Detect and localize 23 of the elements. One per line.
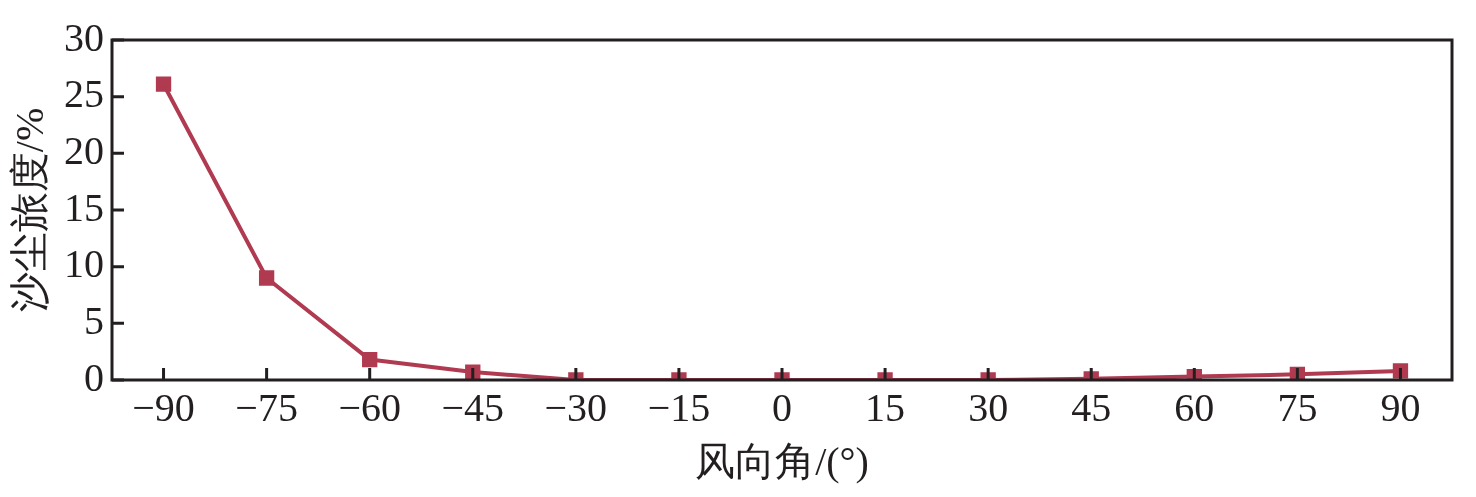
x-tick-label: −45	[441, 384, 505, 430]
y-tick-label: 10	[64, 241, 104, 287]
x-axis-title: 风向角/(°)	[695, 438, 869, 484]
y-tick-label: 30	[64, 14, 104, 60]
x-tick-label: −75	[235, 384, 298, 430]
y-tick-label: 20	[64, 127, 104, 173]
point	[155, 76, 172, 92]
y-tick-label: 15	[64, 184, 104, 230]
x-tick-label: −90	[132, 384, 195, 430]
y-tick-label: 0	[84, 354, 104, 400]
x-tick-label: −15	[647, 384, 711, 430]
x-tick-label: −60	[338, 384, 401, 430]
x-tick-label: 0	[772, 384, 792, 430]
x-tick-label: 60	[1174, 384, 1215, 430]
x-tick-label: 45	[1071, 384, 1112, 430]
x-tick-label: 15	[865, 384, 906, 430]
x-tick-label: 30	[968, 384, 1009, 430]
y-axis-title: 沙尘旅度/%	[6, 107, 52, 313]
x-tick-label: 90	[1380, 384, 1421, 430]
x-tick-label: 75	[1277, 384, 1318, 430]
y-tick-label: 25	[64, 71, 104, 117]
y-tick-label: 5	[84, 297, 104, 343]
x-tick-label: −30	[544, 384, 608, 430]
